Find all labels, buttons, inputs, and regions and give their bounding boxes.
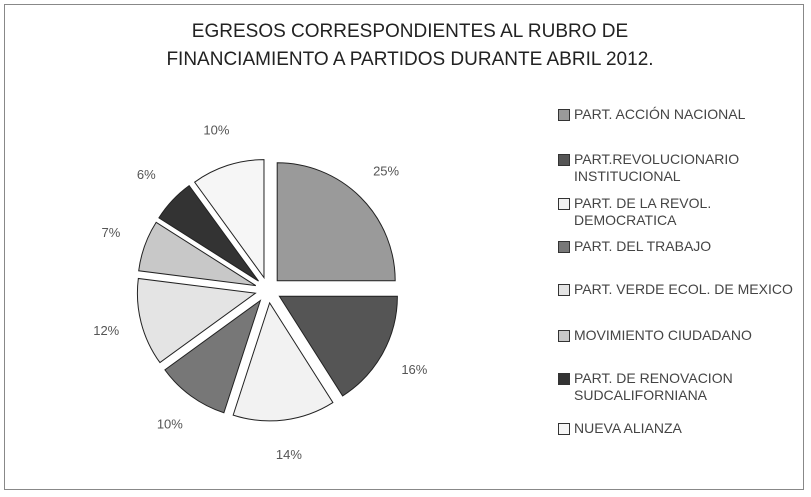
data-label: 10% <box>203 123 229 138</box>
pie-slice <box>164 299 262 414</box>
legend-item: PART. DE LA REVOL. DEMOCRATICA <box>558 195 808 229</box>
chart-title: EGRESOS CORRESPONDIENTES AL RUBRO DE FIN… <box>166 21 654 70</box>
data-label: 10% <box>157 417 183 432</box>
data-label: 25% <box>373 163 399 178</box>
legend-item: PART. ACCIÓN NACIONAL <box>558 106 808 123</box>
pie-slice <box>158 184 259 282</box>
legend-swatch <box>558 109 570 121</box>
data-label: 6% <box>137 167 156 182</box>
legend-swatch <box>558 241 570 253</box>
legend-label: PART.REVOLUCIONARIO INSTITUCIONAL <box>574 151 740 184</box>
legend-label: PART. ACCIÓN NACIONAL <box>574 106 746 122</box>
legend-swatch <box>558 198 570 210</box>
legend-label: PART. DE LA REVOL. DEMOCRATICA <box>574 195 712 228</box>
data-label: 14% <box>276 447 302 462</box>
legend-swatch <box>558 284 570 296</box>
pie-slice <box>138 221 257 287</box>
legend-swatch <box>558 330 570 342</box>
legend-item: PART. DEL TRABAJO <box>558 238 808 255</box>
legend-swatch <box>558 373 570 385</box>
pie-slice <box>193 159 265 280</box>
legend-item: NUEVA ALIANZA <box>558 420 808 437</box>
data-label: 16% <box>401 362 427 377</box>
pie-slice <box>278 295 398 397</box>
legend-swatch <box>558 423 570 435</box>
legend-item: MOVIMIENTO CIUDADANO <box>558 327 808 344</box>
legend-label: PART. VERDE ECOL. DE MEXICO <box>574 281 793 297</box>
pie-slice <box>276 162 396 282</box>
legend-item: PART. DE RENOVACION SUDCALIFORNIANA <box>558 370 808 404</box>
legend-label: MOVIMIENTO CIUDADANO <box>574 327 752 343</box>
legend-label: PART. DE RENOVACION SUDCALIFORNIANA <box>574 370 733 403</box>
chart-frame <box>4 4 804 490</box>
legend-label: PART. DEL TRABAJO <box>574 238 712 254</box>
legend-item: PART.REVOLUCIONARIO INSTITUCIONAL <box>558 151 808 185</box>
data-label: 12% <box>93 323 119 338</box>
pie-slice <box>232 301 334 422</box>
data-label: 7% <box>101 225 120 240</box>
legend-label: NUEVA ALIANZA <box>574 420 682 436</box>
legend-item: PART. VERDE ECOL. DE MEXICO <box>558 281 808 298</box>
legend-swatch <box>558 154 570 166</box>
pie-slice <box>136 277 257 364</box>
